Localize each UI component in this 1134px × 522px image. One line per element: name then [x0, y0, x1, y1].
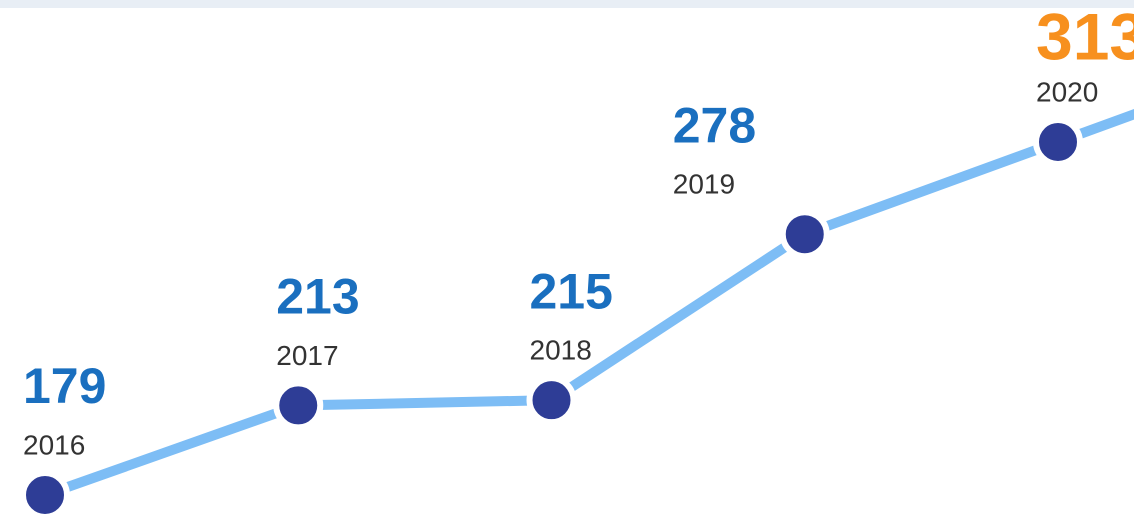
- value-label: 213: [276, 269, 359, 325]
- year-label: 2020: [1036, 76, 1098, 107]
- point-marker: [526, 375, 577, 426]
- year-label: 2016: [23, 429, 85, 460]
- point-marker: [1033, 117, 1083, 167]
- value-label: 179: [23, 358, 106, 414]
- year-label: 2018: [530, 335, 592, 366]
- point-marker: [779, 209, 830, 260]
- top-band: [0, 0, 1134, 8]
- year-label: 2017: [276, 340, 338, 371]
- value-label: 313: [1036, 0, 1134, 73]
- point-marker: [20, 470, 70, 520]
- year-label: 2019: [673, 169, 735, 200]
- value-label: 215: [530, 263, 613, 319]
- value-label: 278: [673, 97, 756, 153]
- point-marker: [273, 380, 324, 431]
